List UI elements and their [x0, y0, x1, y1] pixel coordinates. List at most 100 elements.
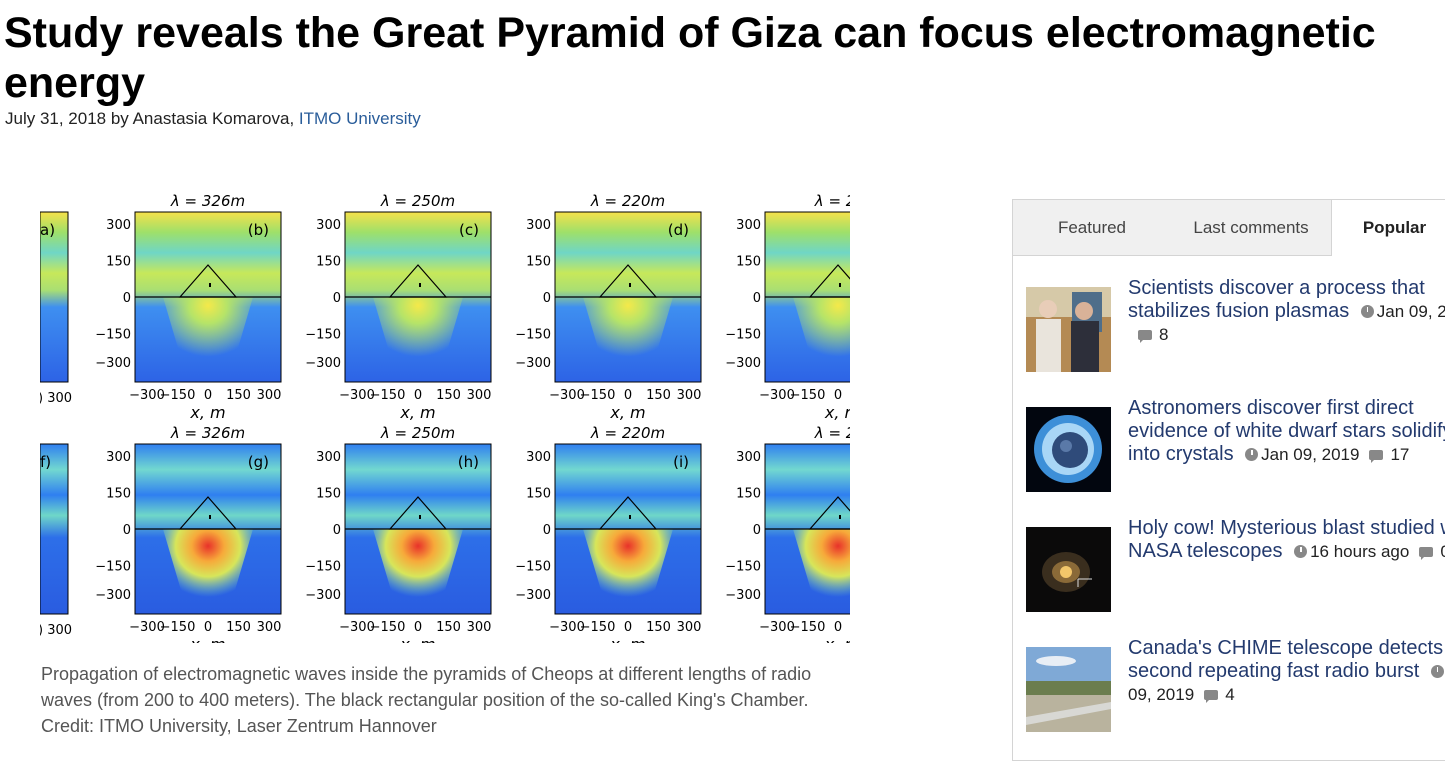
- x-tick-label: −300: [759, 620, 795, 635]
- y-tick-label: −150: [725, 328, 761, 343]
- focused-beam: [793, 529, 850, 614]
- y-tick-label: −150: [305, 328, 341, 343]
- y-tick-label: −150: [725, 560, 761, 575]
- x-tick-label: −150: [790, 388, 826, 403]
- kings-chamber-mark: [209, 515, 211, 519]
- y-tick-label: −150: [515, 560, 551, 575]
- list-item[interactable]: Astronomers discover first direct eviden…: [1026, 397, 1445, 507]
- panel-title: λ = 250m: [380, 424, 455, 442]
- y-tick-label: 150: [526, 487, 551, 502]
- x-tick-label: 0: [414, 388, 422, 403]
- x-axis-label: x, m: [399, 403, 435, 422]
- pyramid-outline: [388, 264, 448, 298]
- comment-icon: [1419, 547, 1434, 560]
- item-title[interactable]: Scientists discover a process that stabi…: [1128, 277, 1425, 322]
- clock-icon: [1360, 305, 1374, 318]
- focused-beam: [163, 297, 253, 382]
- kings-chamber-mark: [419, 515, 421, 519]
- clock-icon: [1430, 665, 1444, 678]
- y-tick-label: 0: [333, 291, 341, 306]
- list-item[interactable]: Holy cow! Mysterious blast studied w NAS…: [1026, 517, 1445, 627]
- pyramid-outline: [178, 496, 238, 530]
- x-tick-label: 300: [467, 620, 492, 635]
- x-axis-label: x, r: [824, 635, 850, 643]
- partial-field-panel: [40, 443, 69, 615]
- x-tick-label: −150: [580, 620, 616, 635]
- x-tick-label: 0: [624, 620, 632, 635]
- item-title[interactable]: Holy cow! Mysterious blast studied w NAS…: [1128, 517, 1445, 562]
- x-tick-label: −150: [790, 620, 826, 635]
- white-dwarf-thumbnail[interactable]: [1026, 407, 1111, 492]
- y-tick-label: 150: [106, 487, 131, 502]
- x-tick-label: −300: [129, 620, 165, 635]
- y-tick-label: 0: [753, 291, 761, 306]
- kings-chamber-mark: [629, 283, 631, 287]
- x-axis-label: x, m: [609, 635, 645, 643]
- x-tick-label: −150: [160, 620, 196, 635]
- x-tick-label: 0: [624, 388, 632, 403]
- x-axis-label: x, r: [824, 403, 850, 422]
- x-axis-label: x, m: [399, 635, 435, 643]
- x-tick-label: 300: [257, 388, 282, 403]
- y-tick-label: −150: [95, 328, 131, 343]
- x-axis-label: x, m: [189, 635, 225, 643]
- x-axis-label: x, m: [609, 403, 645, 422]
- panel-title: λ = 326m: [170, 192, 245, 210]
- y-tick-label: 300: [106, 450, 131, 465]
- kings-chamber-mark: [629, 515, 631, 519]
- item-title[interactable]: Astronomers discover first direct eviden…: [1128, 397, 1445, 465]
- tab-popular[interactable]: Popular: [1331, 200, 1445, 256]
- y-tick-label: 300: [316, 218, 341, 233]
- popular-sidebar: Featured Last comments Popular Scientist…: [1012, 199, 1445, 761]
- two-scientists-thumbnail[interactable]: [1026, 287, 1111, 372]
- panel-letter: (d): [668, 221, 689, 239]
- y-tick-label: −300: [95, 356, 131, 371]
- kings-chamber-mark: [839, 515, 841, 519]
- y-tick-label: −300: [305, 588, 341, 603]
- x-tick-label: 0: [204, 388, 212, 403]
- x-tick-label: −300: [759, 388, 795, 403]
- x-tick-label: −150: [370, 620, 406, 635]
- x-tick-label: −300: [129, 388, 165, 403]
- x-tick-label: 150: [646, 388, 671, 403]
- item-date: Jan 09, 2019: [1261, 445, 1360, 464]
- panel-letter: f): [40, 453, 51, 471]
- panel-letter: (c): [459, 221, 479, 239]
- y-tick-label: 150: [316, 487, 341, 502]
- item-date-continued: 09, 2019: [1128, 685, 1195, 704]
- galaxy-thumbnail[interactable]: [1026, 527, 1111, 612]
- telescope-field-thumbnail[interactable]: [1026, 647, 1111, 732]
- y-tick-label: −300: [725, 588, 761, 603]
- tick-label: ) 300: [40, 623, 72, 638]
- x-tick-label: 150: [226, 620, 251, 635]
- panel-title: λ = 2(: [814, 192, 850, 210]
- list-item[interactable]: Canada's CHIME telescope detects second …: [1026, 637, 1445, 747]
- source-link[interactable]: ITMO University: [298, 109, 421, 128]
- x-tick-label: 300: [677, 388, 702, 403]
- y-tick-label: 150: [526, 255, 551, 270]
- focused-beam: [373, 529, 463, 614]
- item-comments: 8: [1159, 325, 1169, 344]
- kings-chamber-mark: [209, 283, 211, 287]
- article-byline: July 31, 2018 by Anastasia Komarova, ITM…: [5, 109, 421, 129]
- y-tick-label: 0: [123, 523, 131, 538]
- partial-field-panel: [40, 211, 69, 383]
- tab-last-comments[interactable]: Last comments: [1193, 218, 1309, 237]
- figure-caption: Propagation of electromagnetic waves ins…: [41, 664, 812, 736]
- x-tick-label: 150: [646, 620, 671, 635]
- kings-chamber-mark: [419, 283, 421, 287]
- x-tick-label: 300: [467, 388, 492, 403]
- pyramid-outline: [178, 264, 238, 298]
- tick-label: ) 300: [40, 391, 72, 406]
- tab-featured[interactable]: Featured: [1057, 218, 1127, 237]
- x-tick-label: 0: [834, 388, 842, 403]
- list-item[interactable]: Scientists discover a process that stabi…: [1026, 277, 1445, 387]
- panel-letter: (h): [458, 453, 479, 471]
- focused-beam: [793, 297, 850, 382]
- panel-title: λ = 326m: [170, 424, 245, 442]
- focused-beam: [583, 529, 673, 614]
- y-tick-label: −150: [515, 328, 551, 343]
- x-tick-label: 0: [414, 620, 422, 635]
- item-title[interactable]: Canada's CHIME telescope detects second …: [1128, 637, 1444, 682]
- x-tick-label: 300: [257, 620, 282, 635]
